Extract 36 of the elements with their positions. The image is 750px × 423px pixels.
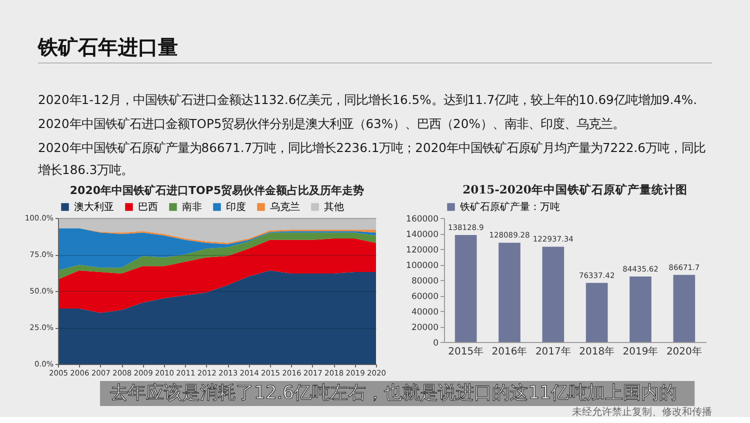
x-tick-label: 2015年 [448, 346, 484, 358]
bar [673, 274, 696, 342]
text: 未经允许禁止复制、修改和传播 [572, 406, 712, 418]
y-tick-label: 140000 [406, 230, 438, 240]
y-tick-label: 100000 [406, 261, 438, 271]
text: 2020年1-12月，中国铁矿石进口金额达1132.6亿美元，同比增长16.5%。达到11.7亿吨，较上年的10.69亿吨增加9.4%. [38, 93, 698, 107]
y-tick-label: 40000 [411, 308, 438, 318]
bar [586, 282, 608, 342]
x-tick-label: 2020年 [666, 346, 702, 358]
chart-title: 2020年中国铁矿石进口TOP5贸易伙伴金额占比及历年走势 [70, 184, 364, 197]
text: 2020年中国铁矿石原矿产量为86671.7万吨，同比增长2236.1万吨；2020年中国铁矿石原矿月均产量为7222.6万吨，同比增长186.3万吨。 [37, 141, 706, 177]
bar [498, 242, 520, 342]
text: 去年应该是消耗了12.6亿吨左右，也就是说进口的这11亿吨加上国内的 [110, 382, 677, 404]
x-tick-label: 2019年 [622, 346, 658, 358]
legend-label: 澳大利亚 [74, 201, 114, 213]
legend-label: 乌克兰 [270, 201, 300, 213]
y-tick-label: 20000 [411, 323, 438, 333]
x-tick-label: 2018年 [579, 346, 615, 358]
legend-label: 印度 [226, 201, 246, 213]
x-tick-label: 2017年 [535, 346, 571, 358]
legend-label: 铁矿石原矿产量：万吨 [459, 201, 560, 213]
legend-label: 南非 [182, 201, 202, 213]
bar [454, 234, 477, 342]
text: 2020年中国铁矿石进口金额TOP5贸易伙伴分别是澳大利亚（63%）、巴西（20%）、南非、印度、乌克兰。 [38, 117, 624, 131]
y-tick-label: 60000 [411, 292, 438, 302]
legend-label: 巴西 [138, 202, 158, 213]
legend-label: 其他 [324, 201, 344, 213]
chart-title: 2015-2020年中国铁矿石原矿产量统计图 [462, 182, 688, 196]
y-tick-label: 80000 [411, 276, 438, 286]
bar [630, 276, 652, 342]
x-tick-label: 2016年 [492, 346, 528, 358]
y-tick-label: 160000 [406, 214, 438, 224]
bar [542, 246, 564, 342]
text: 铁矿石年进口量 [37, 35, 178, 59]
y-tick-label: 0 [433, 338, 438, 348]
y-tick-label: 120000 [406, 246, 438, 256]
